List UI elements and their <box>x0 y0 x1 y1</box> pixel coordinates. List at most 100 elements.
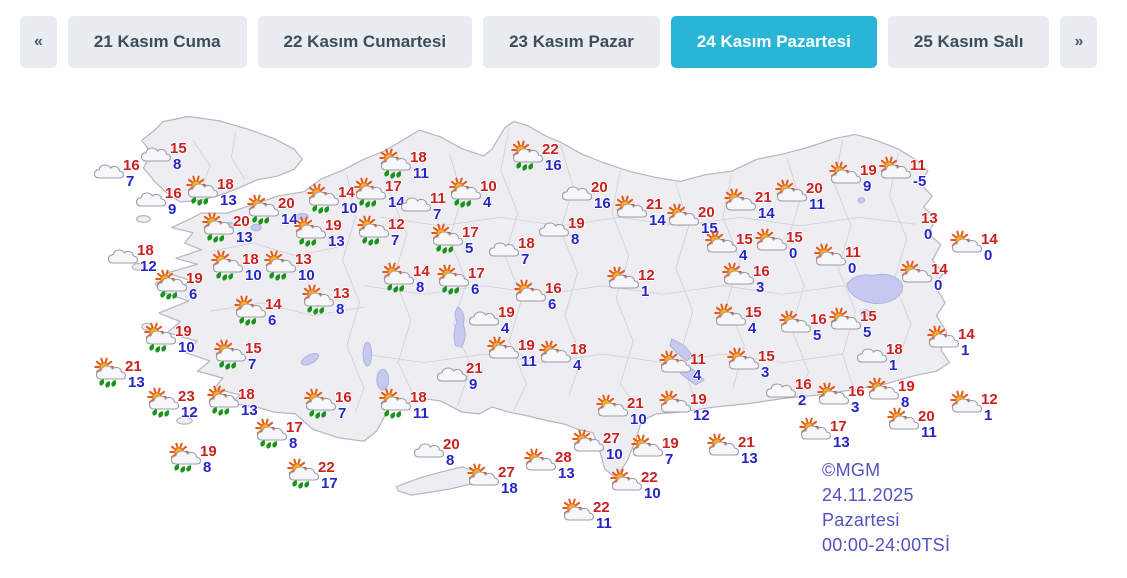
sun-cloud-icon <box>724 188 757 211</box>
low-temp: 1 <box>984 407 993 424</box>
sun-cloud-icon <box>610 468 643 491</box>
sun-cloud-icon <box>775 179 808 202</box>
cloud-icon <box>140 147 172 162</box>
sun-cloud-icon <box>887 407 920 430</box>
sun-cloud-icon <box>659 350 692 373</box>
aegean-island <box>135 215 151 224</box>
high-temp: 11 <box>845 244 861 261</box>
low-temp: 4 <box>483 194 492 211</box>
high-temp: 18 <box>137 242 154 259</box>
high-temp: 21 <box>738 434 755 451</box>
high-temp: 17 <box>830 418 847 435</box>
low-temp: 4 <box>573 357 582 374</box>
sun-rain-icon <box>307 183 340 214</box>
attribution-source: ©MGM <box>822 460 881 480</box>
low-temp: 7 <box>338 405 347 422</box>
low-temp: 2 <box>798 392 807 409</box>
sun-cloud-icon <box>779 310 812 333</box>
cloud-icon <box>561 186 593 201</box>
high-temp: 20 <box>233 213 250 230</box>
tab-22-kas-m-cumartesi[interactable]: 22 Kasım Cumartesi <box>257 16 473 68</box>
high-temp: 20 <box>443 436 460 453</box>
high-temp: 11 <box>910 157 926 174</box>
sun-rain-icon <box>247 194 280 225</box>
sun-rain-icon <box>379 148 412 179</box>
sun-rain-icon <box>211 250 244 281</box>
sun-rain-icon <box>94 357 127 388</box>
sun-cloud-icon <box>596 394 629 417</box>
tab-25-kas-m-sal[interactable]: 25 Kasım Salı <box>887 16 1050 68</box>
turkey-map-svg <box>131 115 950 496</box>
sun-rain-icon <box>304 388 337 419</box>
cloud-icon <box>135 192 167 207</box>
low-temp: 1 <box>889 357 898 374</box>
high-temp: 16 <box>123 157 140 174</box>
sun-rain-icon <box>357 215 390 246</box>
cloud-icon <box>413 443 445 458</box>
next-dates-button[interactable]: » <box>1060 16 1098 68</box>
lake-ulubat <box>250 223 262 232</box>
high-temp: 19 <box>568 215 585 232</box>
low-temp: 5 <box>813 327 822 344</box>
low-temp: 5 <box>863 324 872 341</box>
high-temp: 22 <box>318 459 335 476</box>
tab-24-kas-m-pazartesi[interactable]: 24 Kasım Pazartesi <box>670 16 877 68</box>
high-temp: 18 <box>518 235 535 252</box>
low-temp: 8 <box>571 231 580 248</box>
low-temp: 14 <box>758 205 775 222</box>
high-temp: 15 <box>245 340 262 357</box>
low-temp: 8 <box>446 452 455 469</box>
high-temp: 15 <box>745 304 762 321</box>
high-temp: 19 <box>690 391 707 408</box>
high-temp: 16 <box>165 185 182 202</box>
sun-rain-icon <box>207 385 240 416</box>
sun-cloud-icon <box>539 340 572 363</box>
high-temp: 27 <box>498 464 515 481</box>
low-temp: 10 <box>606 446 623 463</box>
sun-cloud-icon <box>799 417 832 440</box>
high-temp: 16 <box>848 383 865 400</box>
sun-cloud-icon <box>755 228 788 251</box>
sun-rain-icon <box>437 264 470 295</box>
low-temp: 7 <box>126 173 135 190</box>
sun-cloud-icon <box>829 307 862 330</box>
high-temp: 18 <box>570 341 587 358</box>
sun-cloud-icon <box>631 434 664 457</box>
sun-cloud-icon <box>659 390 692 413</box>
aegean-island <box>131 262 145 271</box>
tab-23-kas-m-pazar[interactable]: 23 Kasım Pazar <box>483 16 660 68</box>
high-temp: 22 <box>641 469 658 486</box>
high-temp: 14 <box>265 296 282 313</box>
sun-rain-icon <box>255 418 288 449</box>
sun-cloud-icon <box>814 243 847 266</box>
tab-21-kas-m-cuma[interactable]: 21 Kasım Cuma <box>67 16 247 68</box>
low-temp: 14 <box>388 194 405 211</box>
low-temp: -5 <box>913 173 927 190</box>
sun-cloud-icon <box>562 498 595 521</box>
low-temp: 8 <box>901 394 910 411</box>
high-temp: 20 <box>698 204 715 221</box>
lake-van <box>846 273 904 304</box>
high-temp: 16 <box>545 280 562 297</box>
low-temp: 12 <box>693 407 710 424</box>
low-temp: 13 <box>833 434 850 451</box>
high-temp: 20 <box>806 180 823 197</box>
high-temp: 12 <box>638 267 655 284</box>
low-temp: 0 <box>848 260 857 277</box>
sun-rain-icon <box>155 269 188 300</box>
high-temp: 19 <box>498 304 515 321</box>
high-temp: 13 <box>295 251 312 268</box>
sun-cloud-icon <box>927 325 960 348</box>
high-temp: 21 <box>646 196 663 213</box>
sun-cloud-icon <box>607 266 640 289</box>
sun-rain-icon <box>234 295 267 326</box>
cloud-icon <box>400 197 432 212</box>
low-temp: 9 <box>863 178 872 195</box>
high-temp: 17 <box>286 419 303 436</box>
high-temp: 11 <box>690 351 706 368</box>
attribution-day: Pazartesi <box>822 510 900 530</box>
high-temp: 18 <box>217 176 234 193</box>
low-temp: 4 <box>693 367 702 384</box>
prev-dates-button[interactable]: « <box>20 16 57 68</box>
